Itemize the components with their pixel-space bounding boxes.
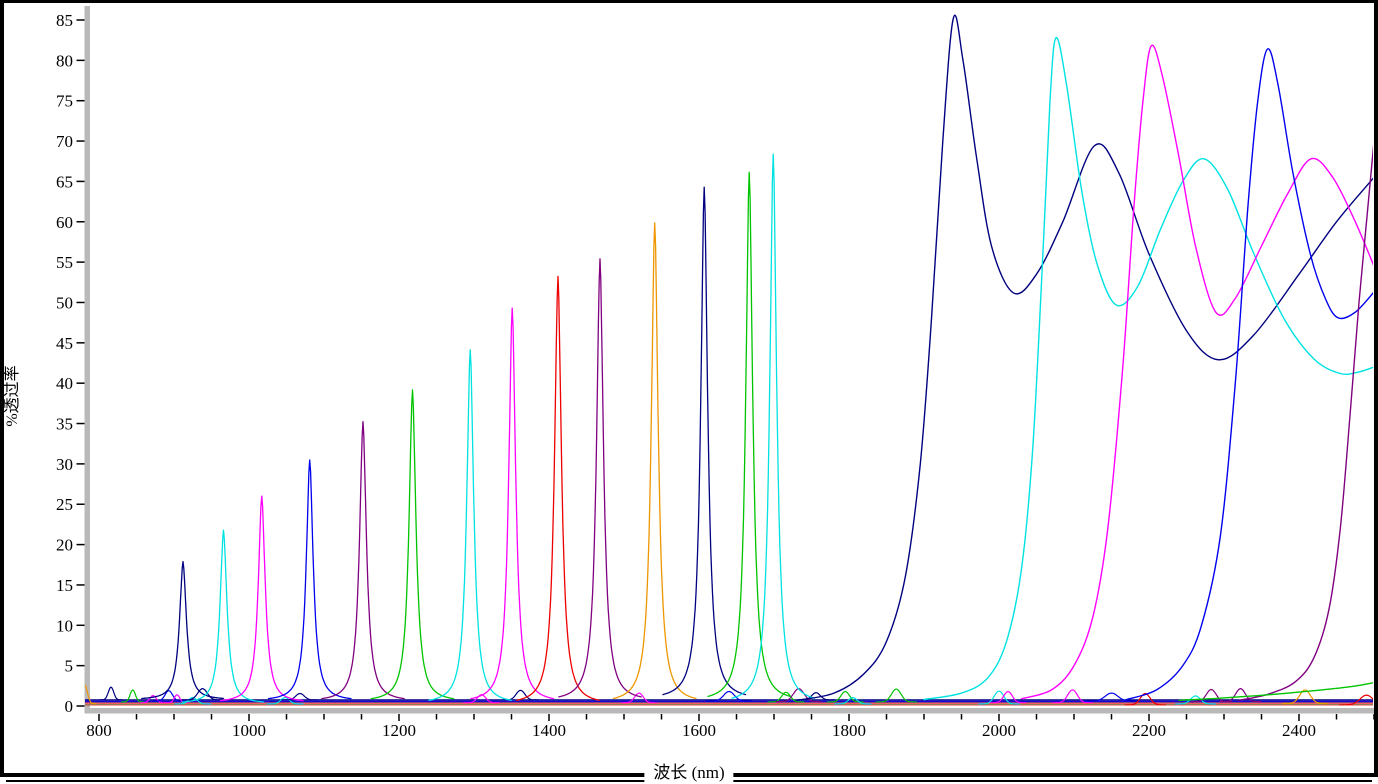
y-axis-ticks: 0 5 10 15 20 25 30 35 40 45 50 55 60 65 70 75 80 85 bbox=[56, 11, 85, 716]
broadband-curve-blue-3 bbox=[1125, 48, 1373, 701]
bump-blue-1640 bbox=[705, 690, 753, 702]
y-tick-label: 55 bbox=[56, 253, 73, 272]
frame-border-right bbox=[1374, 0, 1378, 777]
narrow-peak-magenta-1017 bbox=[219, 495, 304, 702]
y-tick-label: 80 bbox=[56, 51, 73, 70]
bump-cyan-1805 bbox=[834, 696, 872, 705]
bump-navy-938 bbox=[181, 688, 224, 701]
broadband-curve-green-5 bbox=[1178, 682, 1373, 702]
y-tick-label: 75 bbox=[56, 92, 73, 111]
narrow-peak-cyan-1295 bbox=[428, 349, 513, 701]
bump-cyan-2262 bbox=[1174, 695, 1217, 705]
x-tick-label: 2200 bbox=[1132, 721, 1166, 740]
bump-magenta-2098 bbox=[1051, 689, 1094, 704]
narrow-peak-purple-1468 bbox=[558, 258, 642, 698]
narrow-peak-cyan-966 bbox=[181, 529, 265, 703]
y-tick-label: 15 bbox=[56, 576, 73, 595]
narrow-peak-navy-912 bbox=[141, 560, 225, 700]
x-tick-label: 2400 bbox=[1282, 721, 1316, 740]
y-tick-label: 40 bbox=[56, 374, 73, 393]
bump-red-2195 bbox=[1124, 692, 1167, 706]
y-tick-label: 20 bbox=[56, 536, 73, 555]
x-tick-label: 1000 bbox=[232, 721, 266, 740]
x-tick-label: 800 bbox=[86, 721, 112, 740]
y-tick-label: 35 bbox=[56, 415, 73, 434]
bump-green-1716 bbox=[767, 691, 805, 703]
narrow-peak-cyan-1699 bbox=[731, 153, 816, 699]
y-tick-label: 60 bbox=[56, 213, 73, 232]
y-axis-title: %透过率 bbox=[3, 365, 21, 426]
broadband-curve-magenta-2 bbox=[1020, 44, 1373, 700]
bump-navy-816 bbox=[99, 686, 123, 701]
narrow-peak-green-1667 bbox=[707, 171, 792, 698]
bump-navy-1068 bbox=[281, 692, 319, 701]
y-tick-label: 0 bbox=[65, 697, 74, 716]
bump-magenta-1520 bbox=[620, 692, 658, 704]
bump-magenta-2012 bbox=[989, 690, 1027, 704]
y-tick-label: 45 bbox=[56, 334, 73, 353]
narrow-peak-blue-1081 bbox=[267, 459, 352, 700]
y-tick-label: 5 bbox=[65, 657, 74, 676]
y-tick-label: 10 bbox=[56, 616, 73, 635]
narrow-peak-green-1218 bbox=[370, 389, 455, 700]
bump-cyan-1048 bbox=[266, 696, 304, 705]
narrow-peak-orange-1541 bbox=[612, 222, 697, 700]
broadband-curve-purple-4 bbox=[1238, 144, 1373, 702]
bump-cyan-925 bbox=[174, 696, 212, 705]
x-tick-label: 2000 bbox=[982, 721, 1016, 740]
x-axis-ticks: 800 1000 1200 1400 1600 1800 2000 2200 2400 bbox=[86, 714, 1375, 740]
narrow-peak-magenta-1351 bbox=[470, 307, 555, 700]
bump-orange-2408 bbox=[1281, 689, 1329, 705]
x-tick-label: 1800 bbox=[832, 721, 866, 740]
bump-green-1795 bbox=[826, 690, 864, 703]
bump-orange-781 bbox=[85, 684, 97, 705]
broadband-curve-cyan-1 bbox=[923, 37, 1373, 701]
y-tick-label: 50 bbox=[56, 293, 73, 312]
x-axis-title: 波长 (nm) bbox=[644, 758, 734, 783]
bump-blue-2150 bbox=[1083, 692, 1140, 702]
bump-purple-2322 bbox=[1219, 688, 1262, 703]
x-tick-label: 1400 bbox=[532, 721, 566, 740]
y-tick-label: 70 bbox=[56, 132, 73, 151]
y-tick-label: 65 bbox=[56, 172, 73, 191]
frame-border-top bbox=[0, 0, 1378, 3]
narrow-peak-red-1412 bbox=[516, 275, 600, 701]
narrow-peak-navy-1607 bbox=[662, 186, 747, 696]
y-axis-band bbox=[84, 6, 90, 713]
x-tick-label: 1200 bbox=[382, 721, 416, 740]
spectra-curves bbox=[85, 14, 1373, 706]
axis-bands bbox=[84, 6, 1374, 714]
bump-green-1863 bbox=[875, 688, 918, 703]
bump-cyan-2000 bbox=[978, 690, 1020, 705]
frame-border-left bbox=[0, 0, 4, 777]
bump-red-2490 bbox=[1338, 694, 1373, 706]
y-tick-label: 30 bbox=[56, 455, 73, 474]
y-tick-label: 25 bbox=[56, 495, 73, 514]
bump-magenta-872 bbox=[138, 694, 168, 704]
x-tick-label: 1600 bbox=[682, 721, 716, 740]
x-axis-band bbox=[84, 708, 1374, 714]
bump-green-845 bbox=[120, 689, 145, 703]
y-tick-label: 85 bbox=[56, 11, 73, 30]
narrow-peak-purple-1152 bbox=[321, 420, 405, 700]
broadband-curve-navy-0 bbox=[795, 14, 1373, 702]
bump-blue-893 bbox=[152, 690, 186, 702]
